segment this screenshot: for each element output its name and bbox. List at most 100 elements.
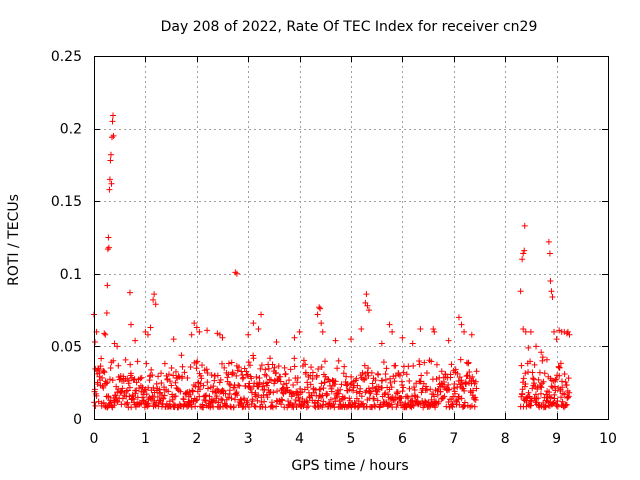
- data-point: [124, 399, 131, 406]
- data-point: [97, 363, 104, 370]
- data-point: [191, 320, 198, 327]
- y-tick-label: 0: [73, 412, 82, 428]
- data-point: [225, 394, 232, 401]
- data-point: [406, 385, 413, 392]
- y-tick-label: 0.15: [51, 194, 82, 210]
- data-point: [234, 392, 241, 399]
- data-point: [449, 400, 456, 407]
- data-point: [417, 325, 424, 332]
- data-point: [146, 394, 153, 401]
- data-point: [385, 391, 392, 398]
- data-point: [432, 404, 439, 411]
- data-point: [375, 371, 382, 378]
- data-point: [553, 402, 560, 409]
- data-point: [270, 389, 277, 396]
- data-point: [379, 377, 386, 384]
- data-point: [282, 370, 289, 377]
- data-point: [170, 372, 177, 379]
- data-point: [364, 302, 371, 309]
- y-axis-label: ROTI / TECUs: [6, 194, 22, 286]
- data-point: [410, 362, 417, 369]
- data-point: [346, 397, 353, 404]
- data-point: [307, 372, 314, 379]
- data-point: [255, 392, 262, 399]
- data-point: [101, 330, 108, 337]
- data-point: [309, 369, 316, 376]
- data-point: [168, 382, 175, 389]
- data-point: [228, 395, 235, 402]
- data-point: [368, 388, 375, 395]
- data-point: [409, 340, 416, 347]
- data-point: [431, 393, 438, 400]
- data-point: [185, 402, 192, 409]
- data-point: [380, 359, 387, 366]
- data-point: [233, 270, 240, 277]
- data-point: [111, 340, 118, 347]
- y-tick-label: 0.1: [60, 267, 82, 283]
- data-point: [245, 331, 252, 338]
- data-point: [253, 373, 260, 380]
- data-point: [416, 358, 423, 365]
- data-point: [196, 328, 203, 335]
- data-point: [361, 362, 368, 369]
- data-point: [294, 379, 301, 386]
- data-point: [145, 384, 152, 391]
- data-point: [533, 343, 540, 350]
- data-point: [247, 386, 254, 393]
- data-point: [394, 389, 401, 396]
- data-point: [532, 391, 539, 398]
- data-point: [247, 362, 254, 369]
- data-point: [416, 361, 423, 368]
- data-point: [101, 369, 108, 376]
- data-point: [302, 361, 309, 368]
- y-tick-label: 0.25: [51, 49, 82, 65]
- data-point: [551, 383, 558, 390]
- data-point: [423, 369, 430, 376]
- data-point: [386, 321, 393, 328]
- data-point: [216, 331, 223, 338]
- data-point: [123, 400, 130, 407]
- data-point: [100, 399, 107, 406]
- data-point: [519, 391, 526, 398]
- data-point: [285, 377, 292, 384]
- data-point: [455, 394, 462, 401]
- data-point: [257, 365, 264, 372]
- data-point: [446, 386, 453, 393]
- data-point: [273, 369, 280, 376]
- data-point: [458, 321, 465, 328]
- data-point: [184, 375, 191, 382]
- data-point: [264, 394, 271, 401]
- data-point: [371, 395, 378, 402]
- data-point: [287, 366, 294, 373]
- data-point: [451, 381, 458, 388]
- data-point: [261, 386, 268, 393]
- data-point: [273, 339, 280, 346]
- data-point: [179, 363, 186, 370]
- data-point: [315, 366, 322, 373]
- data-point: [180, 396, 187, 403]
- data-point: [225, 360, 232, 367]
- data-point: [318, 364, 325, 371]
- data-point: [369, 384, 376, 391]
- data-point: [324, 391, 331, 398]
- data-point: [158, 370, 165, 377]
- data-point: [332, 398, 339, 405]
- data-point: [208, 371, 215, 378]
- data-point: [373, 391, 380, 398]
- data-point: [441, 393, 448, 400]
- data-point: [316, 304, 323, 311]
- data-point: [277, 378, 284, 385]
- data-point: [170, 336, 177, 343]
- data-point: [153, 380, 160, 387]
- data-point: [559, 398, 566, 405]
- data-point: [318, 380, 325, 387]
- data-point: [431, 328, 438, 335]
- data-point: [200, 404, 207, 411]
- x-tick-label: 8: [501, 431, 510, 447]
- data-point: [559, 384, 566, 391]
- data-point: [98, 355, 105, 362]
- data-point: [530, 375, 537, 382]
- data-point: [246, 384, 253, 391]
- data-point: [144, 331, 151, 338]
- data-point: [256, 379, 263, 386]
